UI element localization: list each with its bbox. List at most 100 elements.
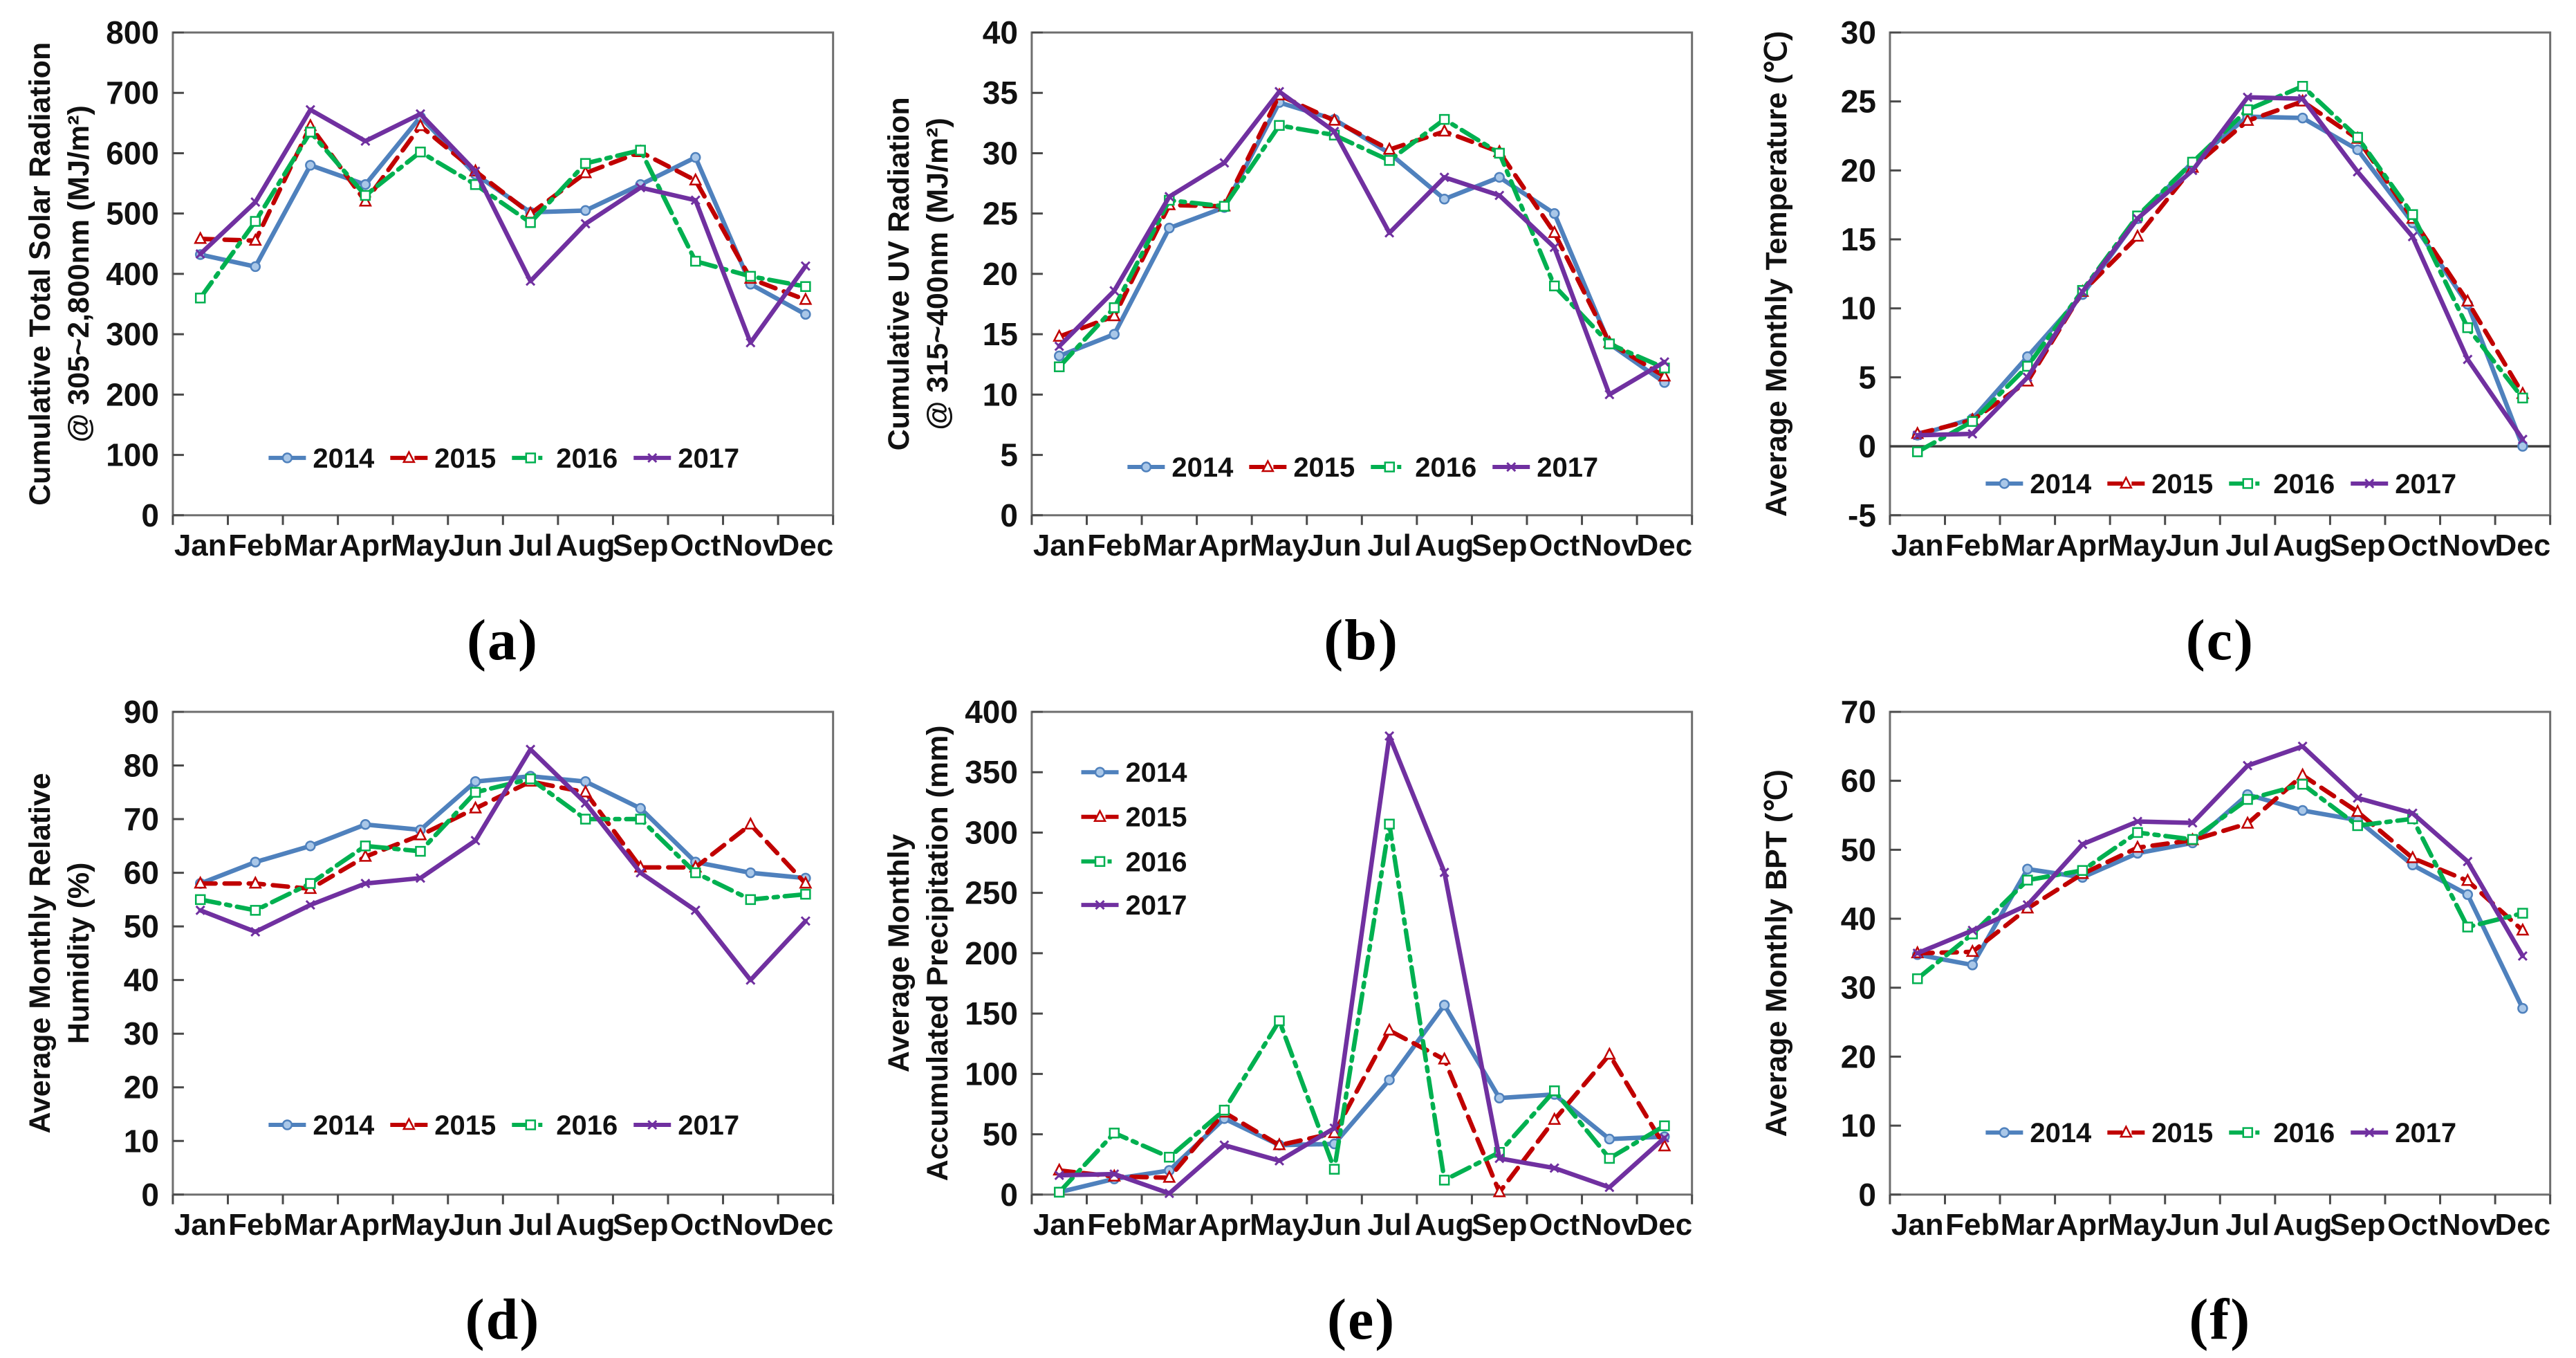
marker-x [636, 868, 646, 878]
marker-x [2353, 793, 2363, 803]
marker-circle [1383, 1074, 1395, 1085]
x-tick-label-Nov: Nov [1580, 1208, 1638, 1242]
x-tick-label-Aug: Aug [1415, 1208, 1474, 1242]
chart-a-caption: (a) [467, 607, 539, 672]
marker-triangle [2120, 1124, 2133, 1138]
y-axis-title-line: @ 305~2,800nm (MJ/m²) [62, 105, 95, 442]
legend-label-2016: 2016 [1125, 847, 1187, 877]
marker-square [1218, 1104, 1230, 1116]
marker-triangle [1272, 1137, 1286, 1150]
y-tick-label: 25 [1841, 84, 1876, 120]
y-tick-label: 15 [982, 316, 1017, 352]
marker-x [250, 926, 261, 937]
y-axis-title-line: Average Monthly Relative [24, 773, 57, 1133]
marker-square [1912, 446, 1923, 457]
marker-square [1094, 856, 1105, 867]
marker-x [745, 975, 756, 985]
x-tick-label-May: May [391, 1208, 450, 1242]
marker-triangle [1327, 113, 1341, 126]
marker-x [1384, 731, 1394, 741]
x-tick-label-Sep: Sep [2330, 529, 2386, 562]
y-tick-label: 30 [1841, 969, 1876, 1005]
x-tick-label-Jan: Jan [174, 1208, 227, 1242]
legend-label-2015: 2015 [2152, 1118, 2214, 1148]
chart-f-caption: (f) [2189, 1287, 2252, 1352]
marker-triangle [1547, 225, 1561, 238]
marker-x [1912, 430, 1923, 441]
series-line-2015 [1915, 773, 2526, 955]
y-axis-title-line: Cumulative UV Radiation [882, 97, 916, 450]
y-tick-label: 200 [965, 935, 1018, 971]
marker-square [1273, 1015, 1285, 1027]
marker-square [2352, 131, 2364, 143]
marker-triangle [2516, 922, 2530, 935]
y-tick-label: 10 [1841, 291, 1876, 327]
marker-x [800, 916, 810, 926]
legend-label-2017: 2017 [1125, 890, 1187, 921]
marker-x [690, 195, 701, 205]
marker-circle [2517, 1002, 2528, 1014]
marker-x [470, 166, 481, 176]
y-tick-label: 5 [1859, 359, 1877, 395]
marker-square [1383, 155, 1395, 166]
y-axis-e: 0 50 100 150 200 250 300 350 400 [965, 694, 1043, 1213]
marker-x [360, 136, 371, 147]
legend-label-2017: 2017 [2396, 1118, 2457, 1148]
x-tick-label-Nov: Nov [2439, 529, 2497, 562]
y-tick-label: 300 [106, 316, 159, 352]
marker-x [2297, 741, 2308, 751]
marker-x [250, 197, 261, 208]
y-tick-label: 150 [965, 995, 1018, 1031]
y-tick-label: 25 [982, 196, 1017, 232]
marker-x [1054, 341, 1064, 351]
series-2016-b [1053, 113, 1670, 374]
marker-circle [800, 309, 811, 320]
x-tick-label-Nov: Nov [1580, 529, 1638, 562]
marker-x [2133, 816, 2143, 827]
y-tick-label: 0 [1000, 497, 1018, 533]
series-line-2016 [198, 129, 808, 301]
legend-label-2017: 2017 [678, 443, 739, 474]
marker-x [580, 219, 591, 229]
marker-square [2462, 322, 2474, 333]
marker-square [635, 145, 646, 156]
marker-triangle [689, 172, 703, 185]
marker-x [305, 899, 315, 910]
marker-triangle [414, 118, 427, 131]
x-tick-label-Oct: Oct [2387, 1208, 2438, 1242]
series-2017-f [1912, 741, 2528, 961]
marker-circle [281, 1119, 293, 1130]
y-tick-label: 20 [1841, 1038, 1876, 1074]
marker-triangle [1382, 141, 1396, 155]
marker-square [305, 878, 316, 889]
y-tick-label: 350 [965, 754, 1018, 790]
series-line-2017 [1915, 744, 2526, 958]
marker-square [2352, 820, 2364, 831]
marker-square [2132, 827, 2144, 838]
series-line-2014 [198, 773, 808, 886]
marker-circle [1494, 172, 1505, 183]
x-tick-label-Oct: Oct [1529, 529, 1580, 562]
chart-d-caption: (d) [465, 1287, 541, 1352]
y-tick-label: 20 [982, 256, 1017, 292]
marker-circle [470, 776, 481, 787]
series-line-2015 [198, 123, 808, 302]
marker-x [1384, 228, 1394, 238]
x-tick-label-Jun: Jun [2166, 529, 2220, 562]
legend-label-2014: 2014 [313, 443, 375, 474]
marker-triangle [1107, 308, 1121, 322]
y-axis-title-d: Average Monthly Relative Humidity (%) [24, 773, 95, 1133]
x-tick-label-May: May [1250, 529, 1309, 562]
marker-square [525, 452, 537, 464]
marker-circle [2517, 441, 2528, 452]
marker-triangle [1602, 1046, 1616, 1060]
marker-circle [1094, 767, 1105, 778]
marker-square [635, 814, 646, 825]
marker-x [636, 183, 646, 193]
x-tick-label-Jul: Jul [2226, 529, 2270, 562]
x-tick-label-Jul: Jul [508, 1208, 553, 1242]
marker-x [1439, 172, 1449, 183]
